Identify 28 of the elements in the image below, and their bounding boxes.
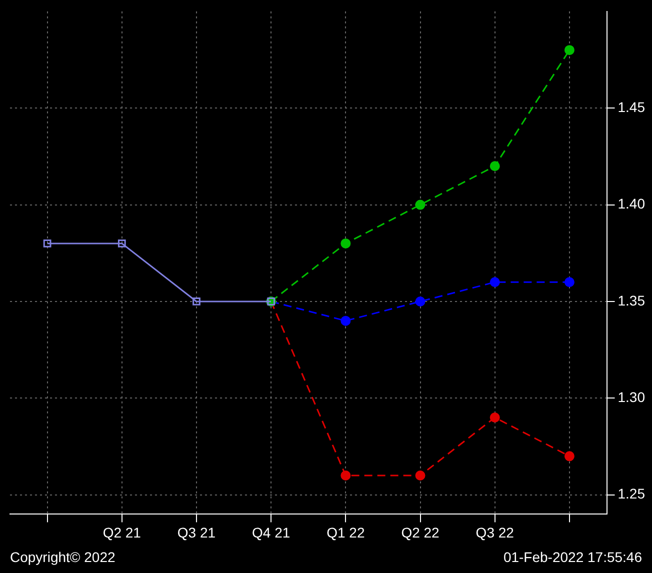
point [564,45,574,56]
point [564,451,574,462]
point [118,240,126,248]
point [415,296,426,306]
point [490,277,500,288]
x-tick-label: Q1 22 [326,524,365,540]
text: Copyright© 2022 [10,549,116,565]
point [43,240,52,248]
y-tick-label: 1.35 [618,292,646,308]
y-tick-label: 1.45 [618,98,646,115]
point [415,470,426,481]
point [340,316,351,326]
point [340,238,351,248]
point [415,200,426,210]
point [192,298,200,306]
x-tick-label: Q4 21 [252,524,290,540]
x-tick-label: Q2 22 [401,524,440,540]
text: 01-Feb-2022 17:55:46 [503,549,642,565]
x-tick-label: Q3 21 [177,524,216,540]
y-tick-label: 1.40 [618,196,646,212]
x-tick-label: Q2 21 [102,524,142,540]
point [340,470,351,481]
x-tick-label: Q3 22 [476,524,514,540]
point [490,412,500,423]
y-tick-label: 1.30 [618,389,646,406]
y-tick-label: 1.25 [618,486,646,502]
point [490,161,500,172]
point [564,277,574,288]
